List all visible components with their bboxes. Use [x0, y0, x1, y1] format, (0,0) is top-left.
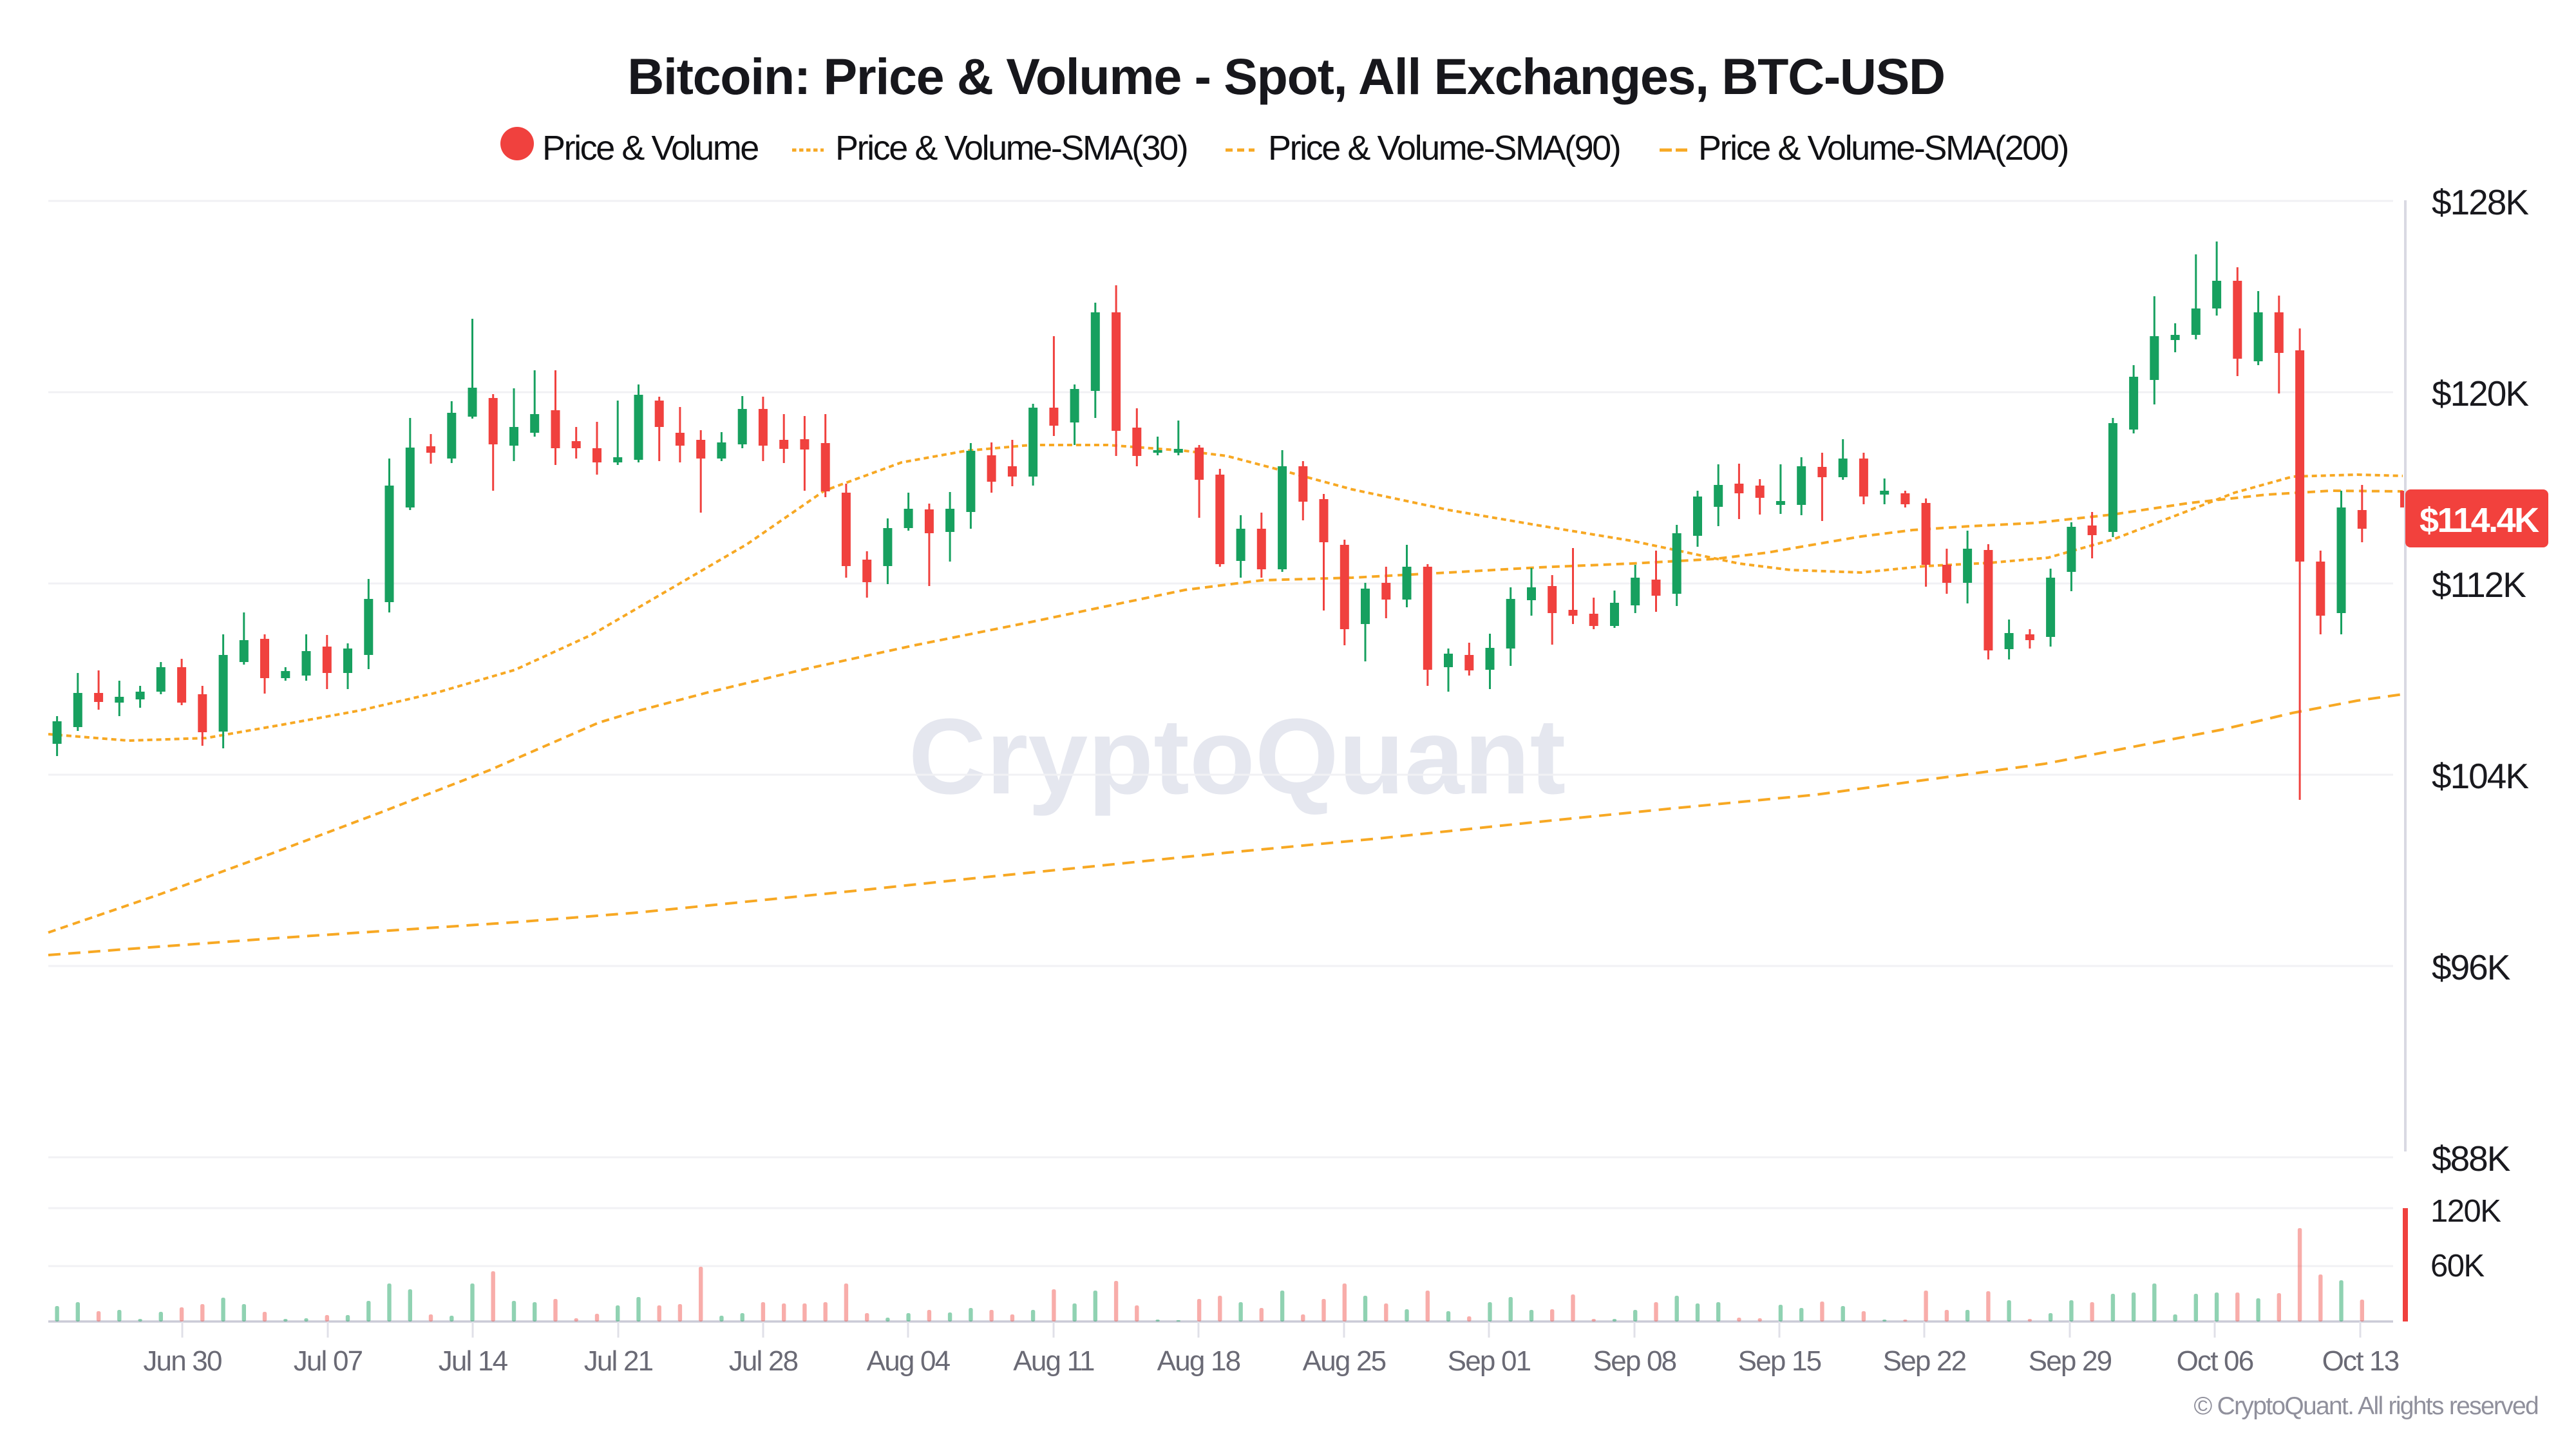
- svg-text:$114.4K: $114.4K: [2420, 501, 2539, 540]
- svg-text:Aug 11: Aug 11: [1013, 1345, 1094, 1377]
- svg-text:Aug 04: Aug 04: [867, 1345, 951, 1377]
- svg-text:CryptoQuant: CryptoQuant: [909, 697, 1566, 817]
- svg-text:60K: 60K: [2430, 1249, 2485, 1283]
- svg-text:© CryptoQuant. All rights rese: © CryptoQuant. All rights reserved: [2193, 1392, 2538, 1420]
- svg-text:Sep 01: Sep 01: [1448, 1345, 1531, 1377]
- svg-text:Jul 07: Jul 07: [294, 1345, 363, 1377]
- svg-text:Jul 14: Jul 14: [439, 1345, 508, 1377]
- svg-text:$104K: $104K: [2432, 756, 2529, 796]
- svg-text:Oct 06: Oct 06: [2177, 1345, 2253, 1377]
- svg-text:Jul 21: Jul 21: [584, 1345, 653, 1377]
- svg-text:Sep 08: Sep 08: [1593, 1345, 1676, 1377]
- svg-text:Jun 30: Jun 30: [143, 1345, 222, 1377]
- svg-text:Price & Volume-SMA(30): Price & Volume-SMA(30): [835, 129, 1187, 167]
- svg-text:Aug 25: Aug 25: [1303, 1345, 1386, 1377]
- svg-text:Price & Volume-SMA(200): Price & Volume-SMA(200): [1698, 129, 2068, 167]
- svg-text:$112K: $112K: [2432, 565, 2526, 605]
- svg-text:$96K: $96K: [2432, 947, 2511, 987]
- svg-text:$120K: $120K: [2432, 374, 2529, 413]
- svg-text:Oct 13: Oct 13: [2322, 1345, 2399, 1377]
- svg-text:$128K: $128K: [2432, 182, 2529, 222]
- svg-text:Sep 15: Sep 15: [1738, 1345, 1821, 1377]
- svg-text:$88K: $88K: [2432, 1139, 2511, 1179]
- svg-text:Price & Volume: Price & Volume: [542, 129, 758, 167]
- svg-text:Jul 28: Jul 28: [729, 1345, 798, 1377]
- svg-text:Aug 18: Aug 18: [1157, 1345, 1240, 1377]
- svg-text:120K: 120K: [2430, 1194, 2501, 1229]
- svg-text:Price & Volume-SMA(90): Price & Volume-SMA(90): [1268, 129, 1620, 167]
- svg-text:Sep 22: Sep 22: [1883, 1345, 1966, 1377]
- svg-text:Bitcoin: Price & Volume - Spot: Bitcoin: Price & Volume - Spot, All Exch…: [627, 48, 1945, 105]
- svg-text:Sep 29: Sep 29: [2029, 1345, 2112, 1377]
